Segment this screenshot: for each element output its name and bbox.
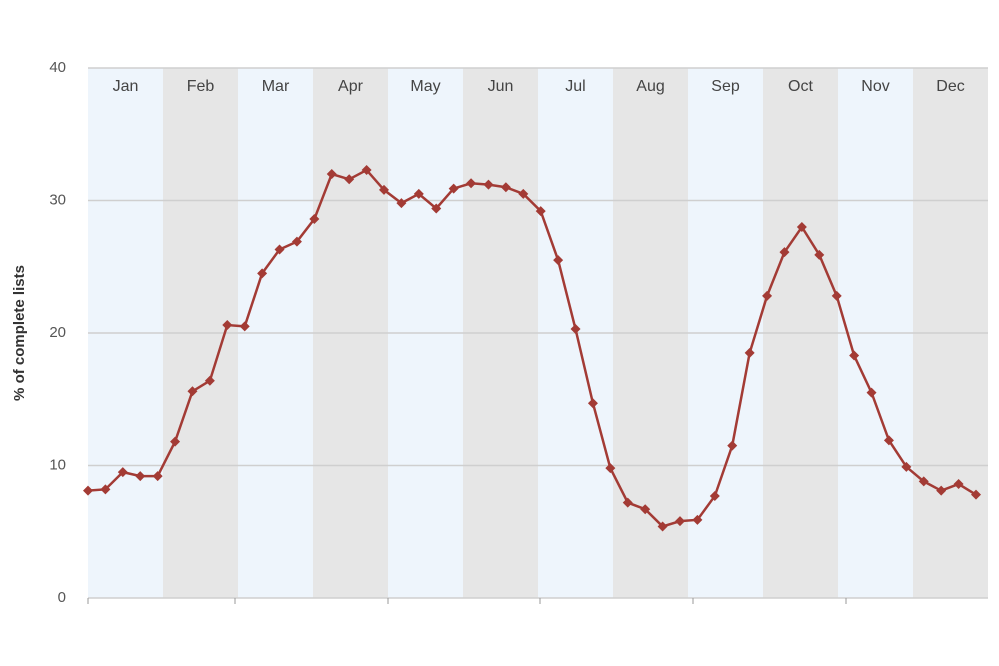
marker xyxy=(727,440,738,451)
month-label: Nov xyxy=(861,78,889,95)
marker xyxy=(831,290,842,301)
marker xyxy=(796,222,807,232)
marker xyxy=(553,255,564,266)
marker xyxy=(431,203,442,214)
month-label: Aug xyxy=(636,78,664,95)
marker xyxy=(239,321,250,332)
month-label: Oct xyxy=(788,78,813,95)
marker xyxy=(379,184,389,195)
y-tick-label: 20 xyxy=(49,324,66,341)
marker xyxy=(483,179,494,190)
marker xyxy=(361,165,372,176)
marker xyxy=(448,183,459,194)
marker xyxy=(883,435,894,446)
marker xyxy=(466,178,477,189)
marker xyxy=(692,514,703,525)
marker xyxy=(518,188,529,199)
marker xyxy=(779,247,790,258)
marker xyxy=(936,485,947,496)
marker xyxy=(605,463,616,474)
marker xyxy=(222,320,233,331)
line xyxy=(87,168,977,528)
marker xyxy=(762,290,773,301)
marker xyxy=(849,350,860,361)
marker xyxy=(866,387,877,398)
y-tick-label: 0 xyxy=(58,589,66,606)
marker xyxy=(413,188,424,199)
month-label: Apr xyxy=(338,78,364,95)
y-tick-label: 30 xyxy=(49,191,66,208)
marker xyxy=(170,436,181,447)
marker xyxy=(100,484,111,495)
marker xyxy=(918,476,929,487)
marker xyxy=(204,375,215,386)
month-label: Jul xyxy=(565,78,585,95)
month-label: Dec xyxy=(936,78,964,95)
marker xyxy=(587,398,598,409)
marker xyxy=(657,521,668,532)
marker xyxy=(500,182,511,193)
y-tick-label: 10 xyxy=(49,456,66,473)
marker xyxy=(309,214,320,225)
y-tick-label: 40 xyxy=(49,59,66,76)
marker xyxy=(570,324,581,335)
marker xyxy=(622,497,633,508)
month-label: Jun xyxy=(488,78,514,95)
month-label: Jan xyxy=(113,78,139,95)
month-label: Sep xyxy=(711,78,740,95)
marker xyxy=(135,471,146,482)
month-label: May xyxy=(410,78,440,95)
marker xyxy=(814,249,825,260)
y-axis-label: % of complete lists xyxy=(11,265,28,401)
marker xyxy=(901,461,912,472)
marker xyxy=(152,471,163,482)
marker xyxy=(640,504,651,515)
marker xyxy=(396,198,407,209)
marker xyxy=(83,485,93,496)
marker xyxy=(326,169,337,179)
month-label: Mar xyxy=(262,78,290,95)
marker xyxy=(117,467,128,478)
marker xyxy=(291,236,302,247)
marker xyxy=(535,206,546,217)
marker xyxy=(187,386,198,397)
marker xyxy=(709,490,720,501)
marker xyxy=(971,489,981,500)
marker xyxy=(675,516,685,527)
month-label: Feb xyxy=(187,78,215,95)
marker xyxy=(953,479,964,490)
marker xyxy=(344,174,355,185)
marker xyxy=(274,244,285,255)
marker xyxy=(744,347,755,358)
marker xyxy=(257,268,268,279)
